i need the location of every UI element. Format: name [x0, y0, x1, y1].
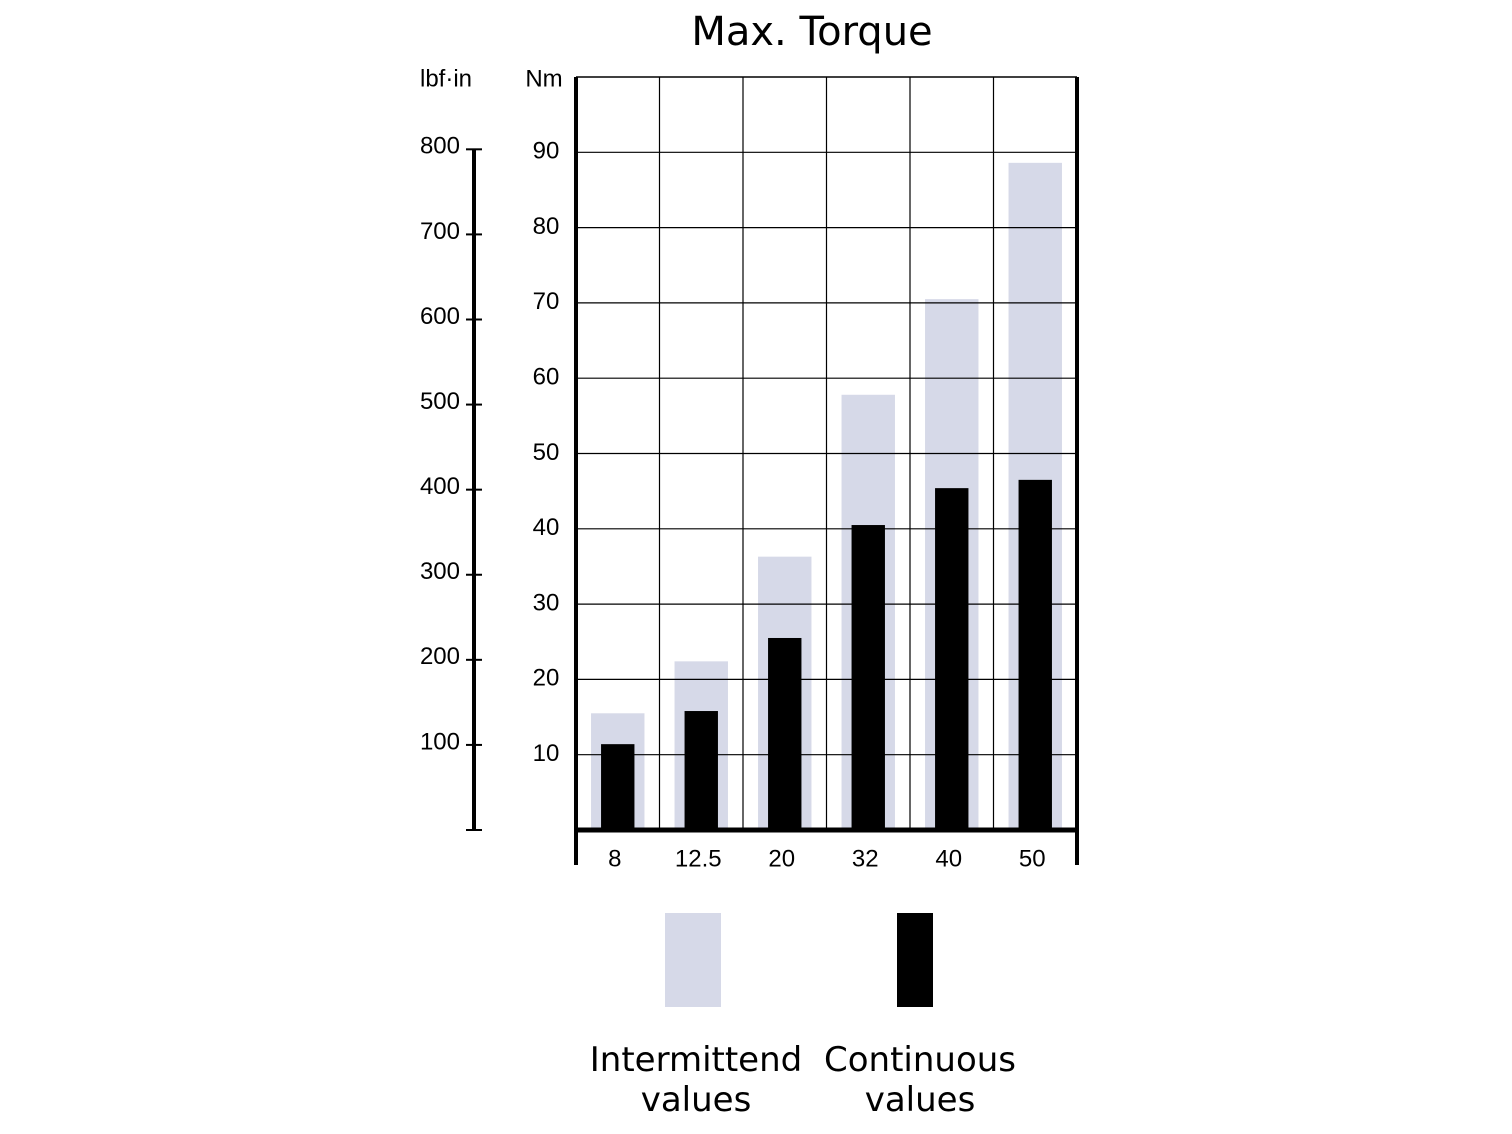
y-tick-label: 50 — [533, 439, 560, 466]
x-tick-label: 20 — [768, 845, 795, 872]
y-tick-label: 20 — [533, 665, 560, 692]
legend-swatch — [897, 913, 933, 1007]
legend-label: Intermittend values — [589, 1040, 803, 1120]
y-tick-label: 60 — [533, 364, 560, 391]
y-tick-label: 30 — [533, 589, 560, 616]
x-tick-label: 40 — [935, 845, 962, 872]
y-tick-label: 40 — [533, 514, 560, 541]
y2-tick-label: 400 — [420, 473, 460, 500]
y2-tick-label: 700 — [420, 218, 460, 245]
y-tick-label: 10 — [533, 740, 560, 767]
y2-tick-label: 600 — [420, 303, 460, 330]
bar — [1018, 479, 1052, 830]
y2-axis-label: lbf·in — [420, 65, 472, 92]
y2-tick-label: 200 — [420, 643, 460, 670]
x-tick-label: 50 — [1019, 845, 1046, 872]
chart-title: Max. Torque — [691, 9, 932, 55]
y2-tick-label: 500 — [420, 388, 460, 415]
bar — [851, 525, 885, 830]
y-tick-label: 70 — [533, 288, 560, 315]
bar — [684, 711, 718, 830]
x-tick-label: 12.5 — [675, 845, 722, 872]
bar — [601, 744, 635, 830]
bar — [768, 637, 802, 830]
bar — [935, 488, 969, 830]
y2-tick-label: 800 — [420, 133, 460, 160]
y2-tick-label: 100 — [420, 728, 460, 755]
y-tick-label: 90 — [533, 138, 560, 165]
x-tick-label: 32 — [852, 845, 879, 872]
legend-swatch — [665, 913, 721, 1007]
y2-tick-label: 300 — [420, 558, 460, 585]
y-axis-label: Nm — [525, 65, 562, 92]
y-tick-label: 80 — [533, 213, 560, 240]
legend-label: Continuous values — [823, 1040, 1017, 1120]
x-tick-label: 8 — [608, 845, 621, 872]
